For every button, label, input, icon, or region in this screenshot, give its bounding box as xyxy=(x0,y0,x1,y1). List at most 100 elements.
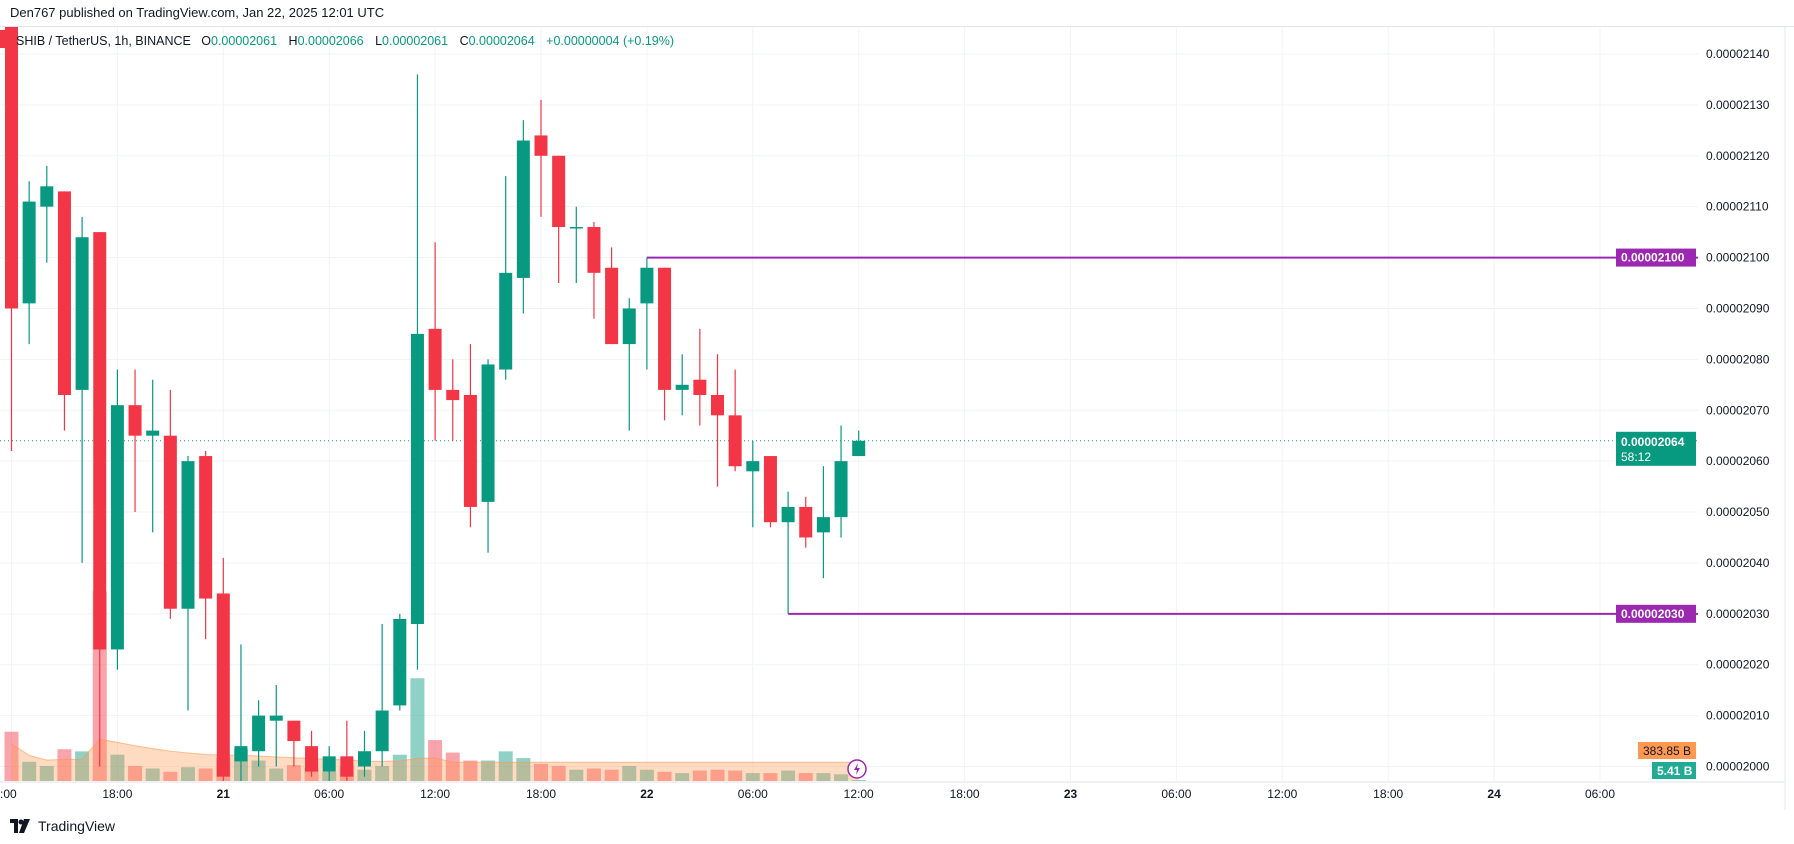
volume-bar xyxy=(286,765,301,781)
level-price-badge xyxy=(1616,248,1696,267)
volume-bar xyxy=(516,758,531,781)
volume-bar xyxy=(110,754,125,781)
volume-bar xyxy=(22,761,37,781)
volume-bar xyxy=(181,767,195,781)
close-label: C xyxy=(459,34,469,48)
time-tick-label: 12:00 xyxy=(1267,787,1297,801)
high-value: 0.00002066 xyxy=(297,34,364,48)
volume-bar xyxy=(728,770,743,781)
volume-bar xyxy=(410,678,425,781)
candle-body xyxy=(181,461,195,609)
time-tick-label: 18:00 xyxy=(526,787,556,801)
candle-body xyxy=(110,405,124,650)
candle-body xyxy=(163,435,177,609)
candle-body xyxy=(534,135,548,156)
time-tick-label: 12:00 xyxy=(844,787,874,801)
candle-body xyxy=(569,227,583,229)
countdown-label: 58:12 xyxy=(1621,450,1651,464)
volume-bar xyxy=(375,765,390,781)
candle-body xyxy=(816,517,830,533)
candle-body xyxy=(552,155,566,228)
volume-bar xyxy=(798,773,813,781)
volume-bar xyxy=(551,765,566,781)
volume-bar xyxy=(57,749,72,781)
volume-bar xyxy=(269,768,284,781)
candle-body xyxy=(393,618,407,706)
volume-bar xyxy=(692,770,707,781)
candle-body xyxy=(675,384,689,390)
volume-bar xyxy=(851,780,866,781)
price-tick-label: 0.00002110 xyxy=(1706,200,1769,214)
publish-info: Den767 published on TradingView.com, Jan… xyxy=(10,5,385,20)
time-tick-label: 06:00 xyxy=(314,787,344,801)
candle-body xyxy=(234,746,248,762)
volume-bar xyxy=(816,773,831,781)
volume-bar xyxy=(445,752,460,781)
candle-body xyxy=(499,272,513,370)
level-price-label: 0.00002030 xyxy=(1621,607,1685,621)
candle-body xyxy=(463,394,477,507)
open-value: 0.00002061 xyxy=(211,34,278,48)
lightning-icon[interactable] xyxy=(847,759,867,779)
horizontal-levels xyxy=(646,256,1698,615)
time-tick-label: 06:00 xyxy=(1585,787,1615,801)
volume-bar xyxy=(639,769,654,781)
volume-bar xyxy=(4,731,19,781)
axis-border xyxy=(1784,27,1786,810)
candle-body xyxy=(693,379,707,395)
volume-bar xyxy=(657,771,672,781)
candle-body xyxy=(852,440,866,457)
symbol-color-marker xyxy=(0,30,6,48)
time-tick-label: 12:00 xyxy=(420,787,450,801)
time-tick-label: 18:00 xyxy=(950,787,980,801)
candle-body xyxy=(481,364,495,502)
tradingview-footer[interactable]: TradingView xyxy=(10,818,115,834)
volume-bar xyxy=(39,765,54,781)
volume-badge xyxy=(1652,762,1696,779)
price-tick-label: 0.00002120 xyxy=(1706,149,1770,163)
volume-bar xyxy=(745,773,760,781)
time-tick-label: 22 xyxy=(640,787,654,801)
ohlc-legend: SHIB / TetherUS, 1h, BINANCE O0.00002061… xyxy=(16,34,682,48)
time-tick-label: 21 xyxy=(217,787,231,801)
volume-bar xyxy=(75,751,90,781)
level-price-label: 0.00002100 xyxy=(1621,251,1685,265)
candle-body xyxy=(252,715,266,752)
price-tick-label: 0.00002020 xyxy=(1706,658,1770,672)
volume-bar xyxy=(498,751,513,781)
candle-body xyxy=(22,201,36,304)
candle-body xyxy=(516,140,530,278)
candle-body xyxy=(40,186,54,207)
candle-body xyxy=(199,456,213,599)
high-label: H xyxy=(288,34,298,48)
candle-body xyxy=(781,506,795,523)
time-tick-label: 18:00 xyxy=(102,787,132,801)
price-tick-label: 0.00002100 xyxy=(1706,251,1770,265)
low-label: L xyxy=(375,34,383,48)
change-value: +0.00000004 (+0.19%) xyxy=(546,34,675,48)
candle-body xyxy=(446,389,460,401)
symbol-title[interactable]: SHIB / TetherUS, 1h, BINANCE xyxy=(16,34,191,48)
volume-bar xyxy=(834,774,849,781)
candle-body xyxy=(287,720,301,742)
volume-bar xyxy=(675,773,690,781)
candle-body xyxy=(375,710,389,752)
price-tick-label: 0.00002140 xyxy=(1706,47,1770,61)
candle-body xyxy=(658,267,672,390)
volume-bar xyxy=(163,771,178,781)
volume-bar xyxy=(781,770,796,781)
time-tick-label: 23 xyxy=(1064,787,1078,801)
time-tick-label: 06:00 xyxy=(1161,787,1191,801)
time-axis: :00 18:00 21 06:00 12:00 18:00 22 06:00 12:00 18:… xyxy=(0,781,1784,801)
candle-body xyxy=(146,430,160,436)
volume-bar xyxy=(251,760,266,781)
last-price-badge xyxy=(1616,431,1696,466)
tradingview-logo-icon xyxy=(10,819,30,833)
candle-body xyxy=(93,232,107,650)
candle-body xyxy=(799,506,813,538)
volume-bar xyxy=(763,773,778,781)
volume-bar xyxy=(586,768,601,781)
volume-bar xyxy=(710,769,725,781)
price-tick-label: 0.00002040 xyxy=(1706,556,1770,570)
